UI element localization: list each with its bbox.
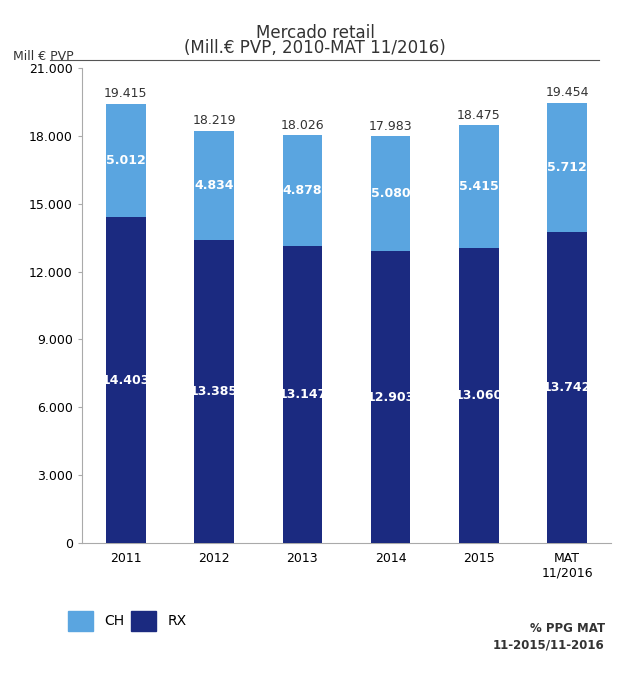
Text: 13.060: 13.060 bbox=[455, 389, 503, 402]
Text: 14.403: 14.403 bbox=[101, 373, 150, 387]
Text: % PPG MAT
11-2015/11-2016: % PPG MAT 11-2015/11-2016 bbox=[493, 622, 605, 652]
Bar bbox=[194, 131, 234, 240]
Bar bbox=[106, 217, 146, 543]
Text: 4.834: 4.834 bbox=[194, 179, 234, 192]
Bar bbox=[371, 136, 411, 251]
Text: Mercado retail: Mercado retail bbox=[256, 24, 374, 42]
Text: 13.385: 13.385 bbox=[190, 385, 238, 398]
Bar bbox=[282, 246, 322, 543]
Text: Mill € PVP: Mill € PVP bbox=[13, 50, 74, 63]
Bar bbox=[371, 251, 411, 543]
Text: 12.903: 12.903 bbox=[367, 390, 415, 404]
Text: 13.147: 13.147 bbox=[278, 388, 326, 401]
Text: 18.475: 18.475 bbox=[457, 109, 501, 122]
Text: 4.878: 4.878 bbox=[283, 184, 322, 197]
Text: 18.219: 18.219 bbox=[192, 115, 236, 128]
Legend: CH, RX: CH, RX bbox=[62, 605, 192, 636]
Text: 17.983: 17.983 bbox=[369, 120, 413, 133]
Text: 5.415: 5.415 bbox=[459, 180, 499, 193]
Bar bbox=[459, 125, 499, 248]
Bar bbox=[194, 240, 234, 543]
Text: (Mill.€ PVP, 2010-MAT 11/2016): (Mill.€ PVP, 2010-MAT 11/2016) bbox=[184, 39, 446, 58]
Bar bbox=[547, 103, 587, 232]
Bar bbox=[547, 232, 587, 543]
Bar bbox=[459, 248, 499, 543]
Text: 19.415: 19.415 bbox=[104, 88, 147, 100]
Text: 5.012: 5.012 bbox=[106, 154, 146, 167]
Text: 18.026: 18.026 bbox=[280, 119, 324, 132]
Bar bbox=[106, 104, 146, 217]
Text: 5.712: 5.712 bbox=[547, 161, 587, 174]
Text: 13.742: 13.742 bbox=[543, 381, 592, 394]
Bar bbox=[282, 135, 322, 246]
Text: 5.080: 5.080 bbox=[371, 187, 411, 200]
Text: 19.454: 19.454 bbox=[546, 86, 589, 100]
